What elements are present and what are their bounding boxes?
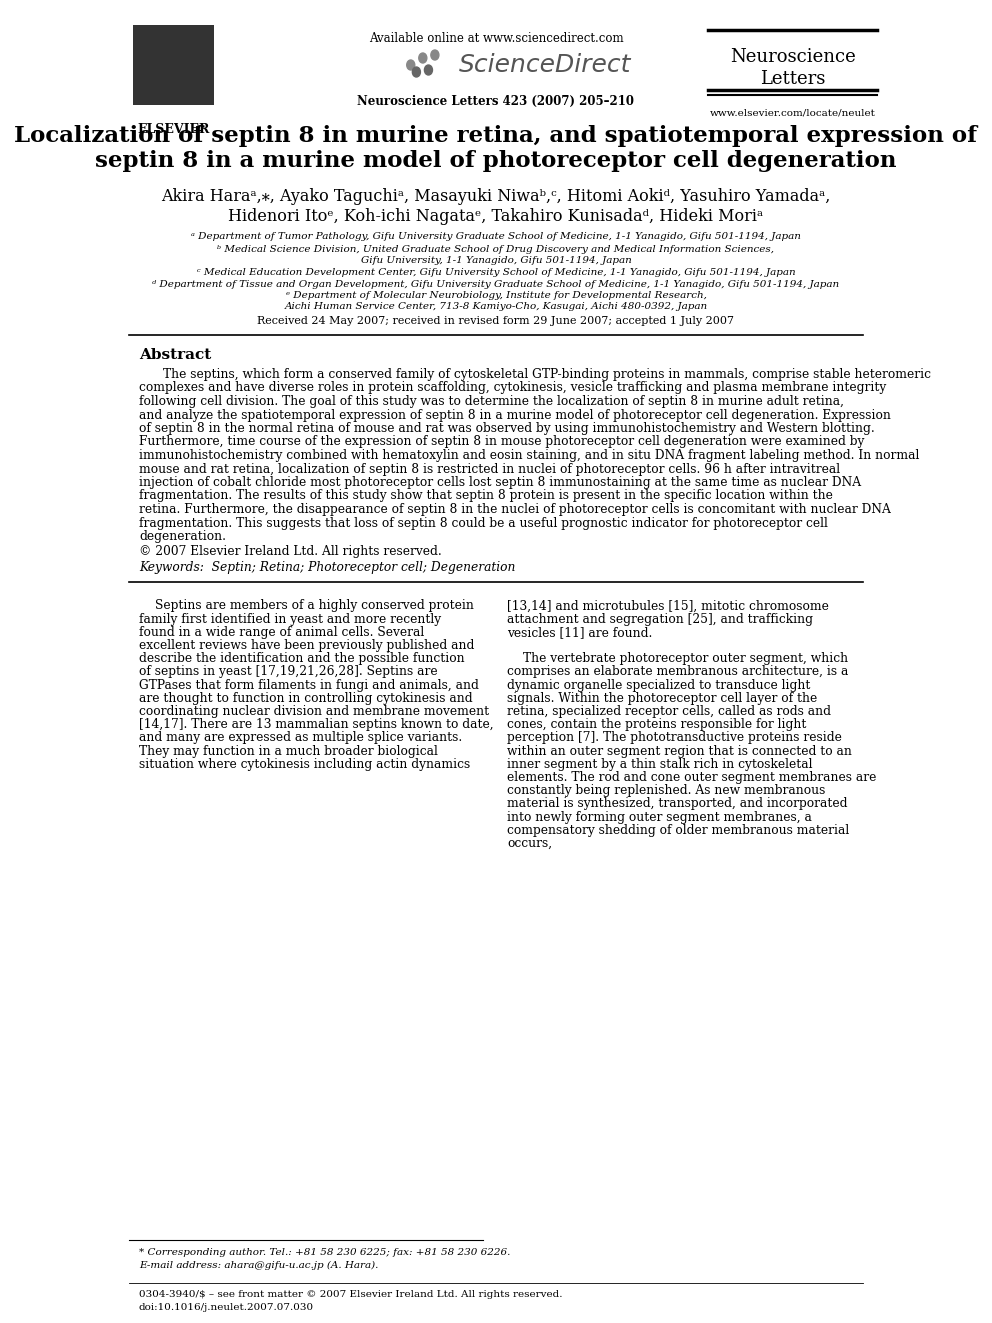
Text: Keywords:  Septin; Retina; Photoreceptor cell; Degeneration: Keywords: Septin; Retina; Photoreceptor …: [139, 561, 515, 574]
Circle shape: [407, 60, 415, 70]
Text: constantly being replenished. As new membranous: constantly being replenished. As new mem…: [507, 785, 825, 798]
Circle shape: [419, 53, 427, 64]
Text: immunohistochemistry combined with hematoxylin and eosin staining, and in situ D: immunohistochemistry combined with hemat…: [139, 448, 920, 462]
Text: www.elsevier.com/locate/neulet: www.elsevier.com/locate/neulet: [710, 108, 876, 116]
Text: They may function in a much broader biological: They may function in a much broader biol…: [139, 745, 437, 758]
Text: retina, specialized receptor cells, called as rods and: retina, specialized receptor cells, call…: [507, 705, 831, 718]
Text: ᶜ Medical Education Development Center, Gifu University School of Medicine, 1-1 : ᶜ Medical Education Development Center, …: [196, 269, 796, 277]
Text: into newly forming outer segment membranes, a: into newly forming outer segment membran…: [507, 811, 812, 824]
Bar: [133, 25, 213, 105]
Text: The vertebrate photoreceptor outer segment, which: The vertebrate photoreceptor outer segme…: [524, 652, 848, 665]
Text: doi:10.1016/j.neulet.2007.07.030: doi:10.1016/j.neulet.2007.07.030: [139, 1303, 314, 1312]
Text: fragmentation. The results of this study show that septin 8 protein is present i: fragmentation. The results of this study…: [139, 490, 833, 503]
Text: * Corresponding author. Tel.: +81 58 230 6225; fax: +81 58 230 6226.: * Corresponding author. Tel.: +81 58 230…: [139, 1248, 510, 1257]
Text: ScienceDirect: ScienceDirect: [459, 53, 631, 77]
Text: Hidenori Itoᵉ, Koh-ichi Nagataᵉ, Takahiro Kunisadaᵈ, Hideki Moriᵃ: Hidenori Itoᵉ, Koh-ichi Nagataᵉ, Takahir…: [228, 208, 764, 225]
Text: ᵈ Department of Tissue and Organ Development, Gifu University Graduate School of: ᵈ Department of Tissue and Organ Develop…: [153, 280, 839, 288]
Text: coordinating nuclear division and membrane movement: coordinating nuclear division and membra…: [139, 705, 489, 718]
Text: Akira Haraᵃ,⁎, Ayako Taguchiᵃ, Masayuki Niwaᵇ,ᶜ, Hitomi Aokiᵈ, Yasuhiro Yamadaᵃ,: Akira Haraᵃ,⁎, Ayako Taguchiᵃ, Masayuki …: [162, 188, 830, 205]
Circle shape: [413, 67, 421, 77]
Text: degeneration.: degeneration.: [139, 531, 226, 542]
Text: cones, contain the proteins responsible for light: cones, contain the proteins responsible …: [507, 718, 806, 732]
Text: ᵉ Department of Molecular Neurobiology, Institute for Developmental Research,: ᵉ Department of Molecular Neurobiology, …: [286, 291, 706, 300]
Text: GTPases that form filaments in fungi and animals, and: GTPases that form filaments in fungi and…: [139, 679, 479, 692]
Text: vesicles [11] are found.: vesicles [11] are found.: [507, 626, 653, 639]
Text: comprises an elaborate membranous architecture, is a: comprises an elaborate membranous archit…: [507, 665, 848, 679]
Text: dynamic organelle specialized to transduce light: dynamic organelle specialized to transdu…: [507, 679, 810, 692]
Text: are thought to function in controlling cytokinesis and: are thought to function in controlling c…: [139, 692, 472, 705]
Text: Septins are members of a highly conserved protein: Septins are members of a highly conserve…: [155, 599, 474, 613]
Text: mouse and rat retina, localization of septin 8 is restricted in nuclei of photor: mouse and rat retina, localization of se…: [139, 463, 840, 475]
Text: ᵇ Medical Science Division, United Graduate School of Drug Discovery and Medical: ᵇ Medical Science Division, United Gradu…: [217, 245, 775, 254]
Text: septin 8 in a murine model of photoreceptor cell degeneration: septin 8 in a murine model of photorecep…: [95, 149, 897, 172]
Text: ᵃ Department of Tumor Pathology, Gifu University Graduate School of Medicine, 1-: ᵃ Department of Tumor Pathology, Gifu Un…: [191, 232, 801, 241]
Text: The septins, which form a conserved family of cytoskeletal GTP-binding proteins : The septins, which form a conserved fami…: [163, 368, 931, 381]
Text: describe the identification and the possible function: describe the identification and the poss…: [139, 652, 464, 665]
Text: Neuroscience: Neuroscience: [730, 48, 856, 66]
Text: Received 24 May 2007; received in revised form 29 June 2007; accepted 1 July 200: Received 24 May 2007; received in revise…: [258, 316, 734, 325]
Text: signals. Within the photoreceptor cell layer of the: signals. Within the photoreceptor cell l…: [507, 692, 817, 705]
Text: of septins in yeast [17,19,21,26,28]. Septins are: of septins in yeast [17,19,21,26,28]. Se…: [139, 665, 437, 679]
Text: retina. Furthermore, the disappearance of septin 8 in the nuclei of photorecepto: retina. Furthermore, the disappearance o…: [139, 503, 891, 516]
Text: elements. The rod and cone outer segment membranes are: elements. The rod and cone outer segment…: [507, 771, 877, 785]
Text: Localization of septin 8 in murine retina, and spatiotemporal expression of: Localization of septin 8 in murine retin…: [15, 124, 977, 147]
Text: ELSEVIER: ELSEVIER: [137, 123, 209, 136]
Text: 0304-3940/$ – see front matter © 2007 Elsevier Ireland Ltd. All rights reserved.: 0304-3940/$ – see front matter © 2007 El…: [139, 1290, 562, 1299]
Circle shape: [425, 65, 433, 75]
Text: and many are expressed as multiple splice variants.: and many are expressed as multiple splic…: [139, 732, 462, 745]
Text: © 2007 Elsevier Ireland Ltd. All rights reserved.: © 2007 Elsevier Ireland Ltd. All rights …: [139, 545, 441, 558]
Text: situation where cytokinesis including actin dynamics: situation where cytokinesis including ac…: [139, 758, 470, 771]
Text: E-mail address: ahara@gifu-u.ac.jp (A. Hara).: E-mail address: ahara@gifu-u.ac.jp (A. H…: [139, 1261, 378, 1270]
Text: of septin 8 in the normal retina of mouse and rat was observed by using immunohi: of septin 8 in the normal retina of mous…: [139, 422, 875, 435]
Text: Letters: Letters: [760, 70, 825, 89]
Text: family first identified in yeast and more recently: family first identified in yeast and mor…: [139, 613, 441, 626]
Text: complexes and have diverse roles in protein scaffolding, cytokinesis, vesicle tr: complexes and have diverse roles in prot…: [139, 381, 886, 394]
Text: Furthermore, time course of the expression of septin 8 in mouse photoreceptor ce: Furthermore, time course of the expressi…: [139, 435, 864, 448]
Text: perception [7]. The phototransductive proteins reside: perception [7]. The phototransductive pr…: [507, 732, 842, 745]
Circle shape: [431, 50, 438, 60]
Text: material is synthesized, transported, and incorporated: material is synthesized, transported, an…: [507, 798, 848, 811]
Text: attachment and segregation [25], and trafficking: attachment and segregation [25], and tra…: [507, 613, 813, 626]
Text: inner segment by a thin stalk rich in cytoskeletal: inner segment by a thin stalk rich in cy…: [507, 758, 812, 771]
Text: compensatory shedding of older membranous material: compensatory shedding of older membranou…: [507, 824, 849, 837]
Text: [14,17]. There are 13 mammalian septins known to date,: [14,17]. There are 13 mammalian septins …: [139, 718, 494, 732]
Text: Neuroscience Letters 423 (2007) 205–210: Neuroscience Letters 423 (2007) 205–210: [357, 95, 635, 108]
Text: found in a wide range of animal cells. Several: found in a wide range of animal cells. S…: [139, 626, 425, 639]
Text: [13,14] and microtubules [15], mitotic chromosome: [13,14] and microtubules [15], mitotic c…: [507, 599, 829, 613]
Text: following cell division. The goal of this study was to determine the localizatio: following cell division. The goal of thi…: [139, 396, 844, 407]
Text: injection of cobalt chloride most photoreceptor cells lost septin 8 immunostaini: injection of cobalt chloride most photor…: [139, 476, 861, 490]
Text: Gifu University, 1-1 Yanagido, Gifu 501-1194, Japan: Gifu University, 1-1 Yanagido, Gifu 501-…: [361, 255, 631, 265]
Text: and analyze the spatiotemporal expression of septin 8 in a murine model of photo: and analyze the spatiotemporal expressio…: [139, 409, 891, 422]
Text: Aichi Human Service Center, 713-8 Kamiyo-Cho, Kasugai, Aichi 480-0392, Japan: Aichi Human Service Center, 713-8 Kamiyo…: [285, 302, 707, 311]
Text: Abstract: Abstract: [139, 348, 211, 363]
Text: within an outer segment region that is connected to an: within an outer segment region that is c…: [507, 745, 852, 758]
Text: fragmentation. This suggests that loss of septin 8 could be a useful prognostic : fragmentation. This suggests that loss o…: [139, 516, 827, 529]
Text: occurs,: occurs,: [507, 837, 553, 851]
Text: excellent reviews have been previously published and: excellent reviews have been previously p…: [139, 639, 474, 652]
Text: Available online at www.sciencedirect.com: Available online at www.sciencedirect.co…: [369, 32, 623, 45]
